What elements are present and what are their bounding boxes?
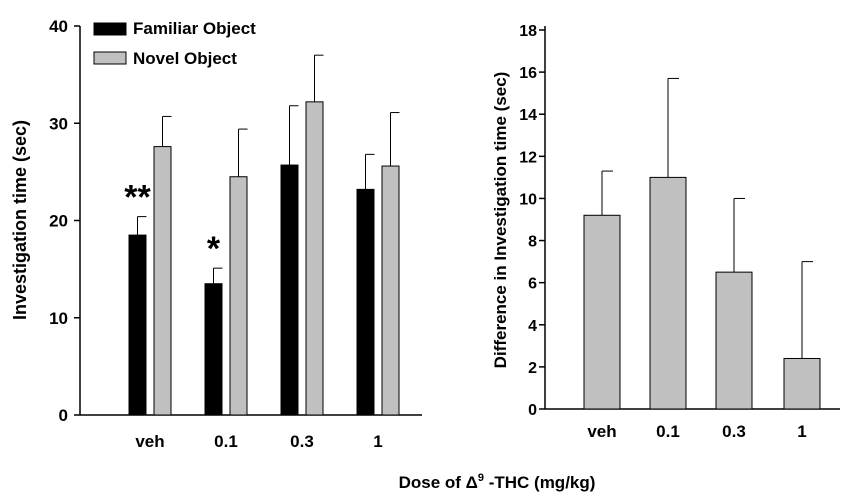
x-label-main: Dose of [399,473,466,492]
right-x-tick-label: 0.3 [722,422,746,441]
bar-familiar [128,234,147,416]
left-y-tick-label: 20 [49,212,68,231]
left-y-tick-label: 10 [49,309,68,328]
x-label-sup: 9 [478,472,484,484]
left-x-tick-label: veh [135,432,164,451]
legend: Familiar Object Novel Object [93,19,256,68]
x-label-delta: Δ [466,473,478,492]
bar-difference [649,176,687,410]
right-y-axis-label: Difference in Investigation time (sec) [491,72,510,369]
left-y-axis-label: Investigation time (sec) [10,120,30,320]
significance-marker: * [207,230,221,268]
legend-label-familiar: Familiar Object [133,19,256,38]
right-y-tick-label: 14 [519,107,537,124]
bar-novel [229,176,248,416]
shared-x-axis-label: Dose of Δ9 -THC (mg/kg) [399,472,596,492]
bar-familiar [204,283,223,416]
right-y-tick-label: 2 [528,360,537,377]
right-x-tick-label: veh [587,422,616,441]
right-y-tick-label: 16 [519,65,537,82]
right-x-tick-label: 1 [797,422,806,441]
right-y-tick-label: 8 [528,234,537,251]
bar-difference [715,271,753,410]
bar-difference [783,357,821,410]
bar-difference [583,214,621,410]
left-x-tick-label: 1 [373,432,382,451]
left-x-tick-label: 0.1 [214,432,238,451]
x-label-rest: -THC (mg/kg) [484,473,595,492]
right-y-tick-label: 12 [519,149,537,166]
significance-marker: ** [124,179,151,217]
right-bar-chart: 0 2 4 6 8 10 12 14 16 18 veh 0.1 0.3 1 Difference in … [491,23,840,441]
legend-swatch-familiar [93,22,127,36]
right-y-tick-label: 4 [528,318,537,335]
legend-label-novel: Novel Object [133,49,237,68]
legend-swatch-novel [93,51,127,65]
bar-novel [305,101,324,416]
left-x-tick-label: 0.3 [290,432,314,451]
bar-novel [153,146,172,416]
right-y-tick-label: 0 [528,402,537,419]
right-y-tick-label: 6 [528,276,537,293]
right-y-tick-label: 10 [519,191,537,208]
right-y-tick-label: 18 [519,23,537,40]
bar-novel [381,165,400,416]
left-y-tick-label: 0 [59,406,68,425]
bar-familiar [280,164,299,416]
left-y-tick-label: 40 [49,17,68,36]
left-y-tick-label: 30 [49,114,68,133]
right-x-tick-label: 0.1 [656,422,680,441]
bar-familiar [356,188,375,416]
